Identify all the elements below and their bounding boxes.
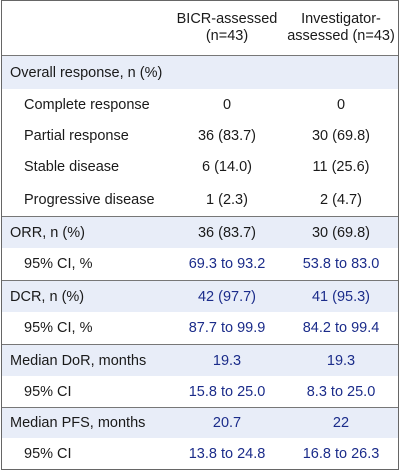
table-row: Median DoR, months 19.3 19.3 bbox=[2, 344, 398, 376]
cell-bicr: 87.7 to 99.9 bbox=[188, 320, 266, 336]
table-row: 95% CI 13.8 to 24.8 16.8 to 26.3 bbox=[2, 438, 398, 469]
cell-bicr: 0 bbox=[222, 96, 232, 113]
row-label-dcr: DCR, n (%) bbox=[10, 288, 85, 305]
cell-investigator: 84.2 to 99.4 bbox=[302, 320, 380, 336]
row-label: Stable disease bbox=[24, 159, 120, 175]
table-row: ORR, n (%) 36 (83.7) 30 (69.8) bbox=[2, 216, 398, 248]
row-label: Complete response bbox=[24, 96, 150, 113]
row-label: 95% CI, % bbox=[24, 320, 93, 336]
row-label: 95% CI bbox=[24, 383, 72, 400]
cell-investigator: 16.8 to 26.3 bbox=[302, 445, 380, 462]
header-col-investigator: Investigator- assessed (n=43) bbox=[284, 11, 398, 45]
header-col-investigator-line1: Investigator- bbox=[301, 11, 381, 27]
header-col-bicr-line1: BICR-assessed bbox=[176, 11, 278, 27]
row-label-overall-response: Overall response, n (%) bbox=[10, 64, 163, 81]
cell-investigator: 30 (69.8) bbox=[311, 127, 371, 144]
cell-bicr: 42 (97.7) bbox=[197, 288, 257, 305]
row-label-orr: ORR, n (%) bbox=[10, 224, 85, 241]
cell-investigator: 19.3 bbox=[326, 352, 356, 369]
row-label: Progressive disease bbox=[24, 191, 155, 208]
cell-bicr: 13.8 to 24.8 bbox=[188, 445, 266, 462]
table-row: Overall response, n (%) bbox=[2, 55, 398, 89]
cell-bicr: 69.3 to 93.2 bbox=[188, 256, 266, 272]
cell-bicr: 15.8 to 25.0 bbox=[188, 383, 266, 400]
row-label: Partial response bbox=[24, 127, 129, 144]
cell-bicr: 1 (2.3) bbox=[206, 191, 248, 208]
cell-investigator: 30 (69.8) bbox=[311, 224, 371, 241]
cell-investigator: 0 bbox=[336, 96, 346, 113]
table-row: Median PFS, months 20.7 22 bbox=[2, 407, 398, 438]
table-header: BICR-assessed (n=43) Investigator- asses… bbox=[2, 1, 398, 55]
cell-bicr: 36 (83.7) bbox=[197, 127, 257, 144]
table-row: 95% CI, % 87.7 to 99.9 84.2 to 99.4 bbox=[2, 312, 398, 344]
row-label-median-dor: Median DoR, months bbox=[10, 352, 147, 369]
cell-bicr: 6 (14.0) bbox=[202, 159, 252, 175]
table-row: 95% CI 15.8 to 25.0 8.3 to 25.0 bbox=[2, 376, 398, 407]
row-label-median-pfs: Median PFS, months bbox=[10, 415, 146, 431]
table-row: Complete response 0 0 bbox=[2, 89, 398, 120]
cell-bicr: 20.7 bbox=[212, 415, 242, 431]
cell-investigator: 41 (95.3) bbox=[311, 288, 371, 305]
header-col-investigator-line2: assessed (n=43) bbox=[287, 28, 395, 44]
table-row: Stable disease 6 (14.0) 11 (25.6) bbox=[2, 151, 398, 183]
cell-bicr: 36 (83.7) bbox=[197, 224, 257, 241]
cell-investigator: 2 (4.7) bbox=[320, 191, 362, 208]
row-label: 95% CI bbox=[24, 445, 72, 462]
cell-investigator: 8.3 to 25.0 bbox=[306, 383, 376, 400]
cell-investigator: 11 (25.6) bbox=[312, 159, 370, 175]
table-row: Partial response 36 (83.7) 30 (69.8) bbox=[2, 120, 398, 151]
table-row: DCR, n (%) 42 (97.7) 41 (95.3) bbox=[2, 280, 398, 312]
cell-bicr: 19.3 bbox=[212, 352, 242, 369]
header-col-bicr: BICR-assessed (n=43) bbox=[170, 11, 284, 45]
header-col-bicr-line2: (n=43) bbox=[205, 28, 249, 44]
table-row: Progressive disease 1 (2.3) 2 (4.7) bbox=[2, 183, 398, 216]
row-label: 95% CI, % bbox=[24, 256, 93, 272]
cell-investigator: 22 bbox=[332, 415, 350, 431]
table-row: 95% CI, % 69.3 to 93.2 53.8 to 83.0 bbox=[2, 248, 398, 280]
cell-investigator: 53.8 to 83.0 bbox=[302, 256, 380, 272]
